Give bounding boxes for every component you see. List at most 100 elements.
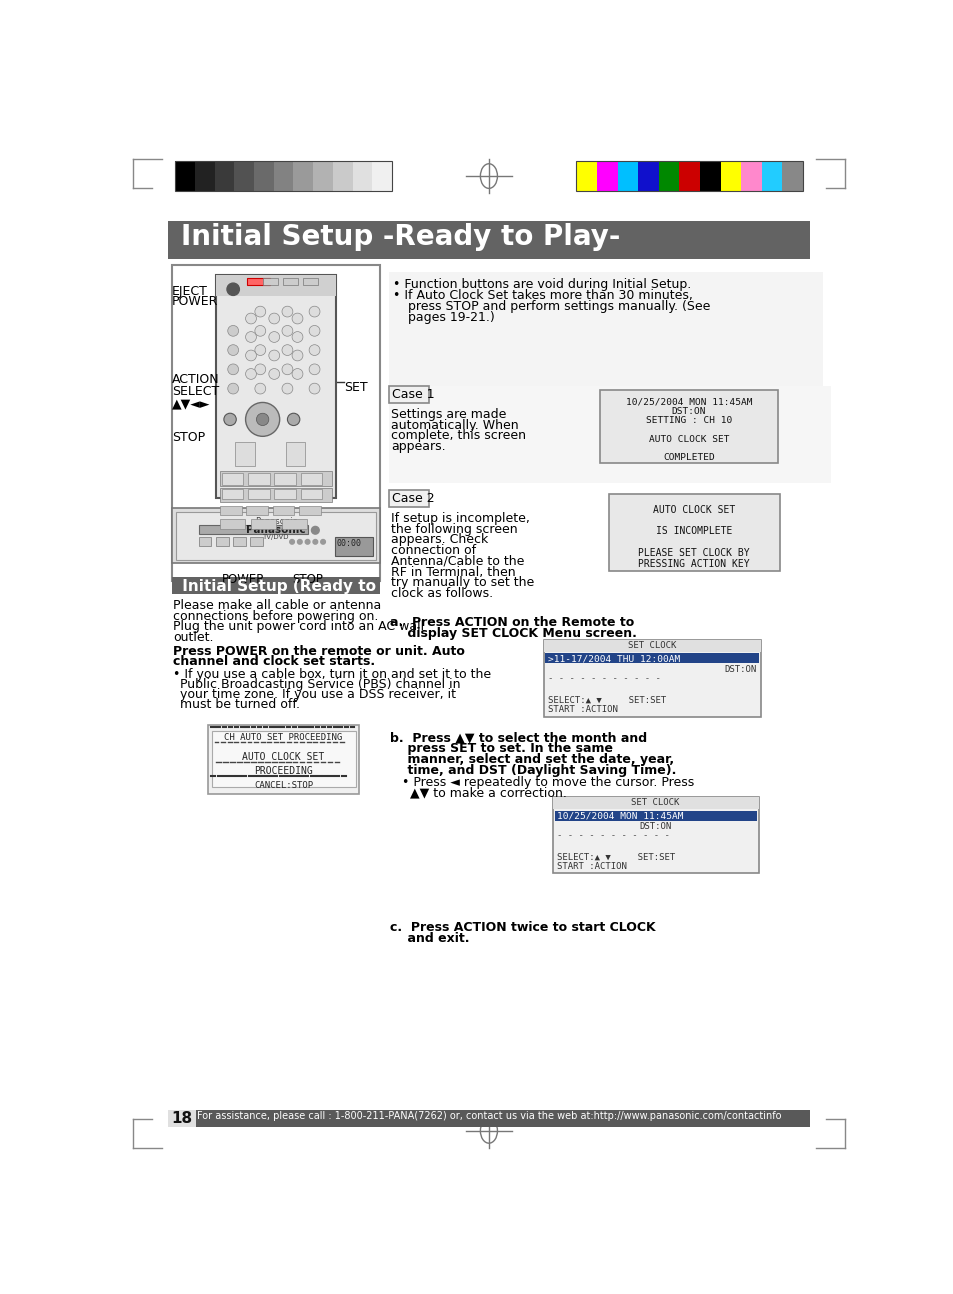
Text: - - - - - - - - - - -: - - - - - - - - - - - xyxy=(547,674,660,683)
Text: TV: TV xyxy=(283,280,291,285)
Bar xyxy=(608,494,779,571)
Text: c.  Press ACTION twice to start CLOCK: c. Press ACTION twice to start CLOCK xyxy=(390,921,656,934)
Bar xyxy=(235,443,254,466)
Text: • If you use a cable box, turn it on and set it to the: • If you use a cable box, turn it on and… xyxy=(173,668,491,681)
Text: press SET to set. In the same: press SET to set. In the same xyxy=(390,741,613,754)
Text: 2: 2 xyxy=(271,314,275,321)
Circle shape xyxy=(245,369,256,379)
Bar xyxy=(760,162,781,190)
Bar xyxy=(553,797,758,873)
Bar xyxy=(220,506,241,515)
Text: Antenna/Cable to the: Antenna/Cable to the xyxy=(391,555,524,568)
Bar xyxy=(659,162,679,190)
Bar xyxy=(274,489,295,498)
Text: clock as follows.: clock as follows. xyxy=(391,587,493,600)
Bar xyxy=(543,641,760,717)
Bar xyxy=(335,537,373,556)
Text: Panasonic: Panasonic xyxy=(254,518,296,527)
Text: appears. Check: appears. Check xyxy=(391,533,488,546)
Text: SET CLOCK: SET CLOCK xyxy=(628,641,676,650)
Text: channel and clock set starts.: channel and clock set starts. xyxy=(173,655,375,668)
Text: >11-17/2004 THU 12:00AM: >11-17/2004 THU 12:00AM xyxy=(547,655,679,664)
Bar xyxy=(389,272,822,387)
Circle shape xyxy=(292,331,303,343)
Text: pages 19-21.): pages 19-21.) xyxy=(399,311,494,324)
Bar xyxy=(389,387,429,404)
Text: SETTING : CH 10: SETTING : CH 10 xyxy=(645,417,731,426)
Bar xyxy=(246,506,268,515)
Bar xyxy=(248,472,270,485)
Text: and exit.: and exit. xyxy=(390,932,470,945)
Text: time, and DST (Daylight Saving Time).: time, and DST (Daylight Saving Time). xyxy=(390,763,677,776)
Bar xyxy=(216,537,229,546)
Bar xyxy=(313,162,333,190)
Bar xyxy=(781,162,802,190)
Circle shape xyxy=(269,351,279,361)
Bar xyxy=(216,274,335,498)
Text: PLEASE SET CLOCK BY: PLEASE SET CLOCK BY xyxy=(638,547,749,558)
Bar xyxy=(172,265,379,581)
Text: Initial Setup (Ready to Play): Initial Setup (Ready to Play) xyxy=(176,578,423,594)
Text: outlet.: outlet. xyxy=(173,631,213,644)
Text: display SET CLOCK Menu screen.: display SET CLOCK Menu screen. xyxy=(390,626,637,639)
Text: • Press ◄ repeatedly to move the cursor. Press: • Press ◄ repeatedly to move the cursor.… xyxy=(394,776,694,789)
Text: IS INCOMPLETE: IS INCOMPLETE xyxy=(656,527,732,537)
Circle shape xyxy=(292,313,303,324)
Bar xyxy=(251,519,275,529)
Text: Case 2: Case 2 xyxy=(392,492,435,505)
Circle shape xyxy=(309,344,319,356)
Circle shape xyxy=(254,344,266,356)
Text: Press POWER on the remote or unit. Auto: Press POWER on the remote or unit. Auto xyxy=(173,644,465,659)
Text: DVD: DVD xyxy=(303,280,315,285)
Text: DST:ON: DST:ON xyxy=(639,822,671,831)
Bar xyxy=(389,490,429,507)
Text: VCR: VCR xyxy=(263,280,274,285)
Text: SET: SET xyxy=(344,380,367,393)
Bar xyxy=(248,489,270,498)
Text: AUTO CLOCK SET: AUTO CLOCK SET xyxy=(648,435,728,444)
Text: POWER: POWER xyxy=(222,573,266,586)
Text: manner, select and set the date, year,: manner, select and set the date, year, xyxy=(390,753,674,766)
Bar xyxy=(353,162,373,190)
Circle shape xyxy=(282,364,293,375)
Bar xyxy=(274,162,294,190)
Bar xyxy=(221,472,243,485)
Circle shape xyxy=(254,364,266,375)
Text: ▲▼ to make a correction.: ▲▼ to make a correction. xyxy=(394,787,567,800)
Circle shape xyxy=(269,331,279,343)
Circle shape xyxy=(224,413,236,426)
Text: SELECT: SELECT xyxy=(172,384,219,397)
Bar xyxy=(576,162,597,190)
Text: connection of: connection of xyxy=(391,545,476,558)
Circle shape xyxy=(227,283,239,295)
Bar xyxy=(553,797,758,809)
Text: RF in Terminal, then: RF in Terminal, then xyxy=(391,565,516,578)
Bar xyxy=(168,1110,809,1127)
Bar xyxy=(298,506,320,515)
Bar xyxy=(597,162,618,190)
Text: POWER: POWER xyxy=(172,295,218,308)
Bar xyxy=(720,162,740,190)
Circle shape xyxy=(309,307,319,317)
Circle shape xyxy=(245,351,256,361)
Bar xyxy=(274,472,295,485)
Circle shape xyxy=(282,307,293,317)
Text: try manually to set the: try manually to set the xyxy=(391,576,534,590)
Text: the following screen: the following screen xyxy=(391,523,517,536)
Text: 6: 6 xyxy=(294,333,298,339)
Text: complete, this screen: complete, this screen xyxy=(391,430,526,443)
Bar xyxy=(174,162,392,190)
Text: START :ACTION: START :ACTION xyxy=(557,862,626,871)
Bar xyxy=(208,725,359,795)
Circle shape xyxy=(309,364,319,375)
Bar xyxy=(273,506,294,515)
Text: COMPLETED: COMPLETED xyxy=(662,453,714,462)
Text: ACTION: ACTION xyxy=(172,373,219,386)
Bar xyxy=(174,162,195,190)
Bar xyxy=(247,278,270,285)
Text: 10/25/2004 MON 11:45AM: 10/25/2004 MON 11:45AM xyxy=(625,397,751,406)
Bar xyxy=(194,162,214,190)
Bar xyxy=(172,577,379,594)
Text: Initial Setup -Ready to Play-: Initial Setup -Ready to Play- xyxy=(181,223,620,251)
Text: PRESSING ACTION KEY: PRESSING ACTION KEY xyxy=(638,559,749,569)
